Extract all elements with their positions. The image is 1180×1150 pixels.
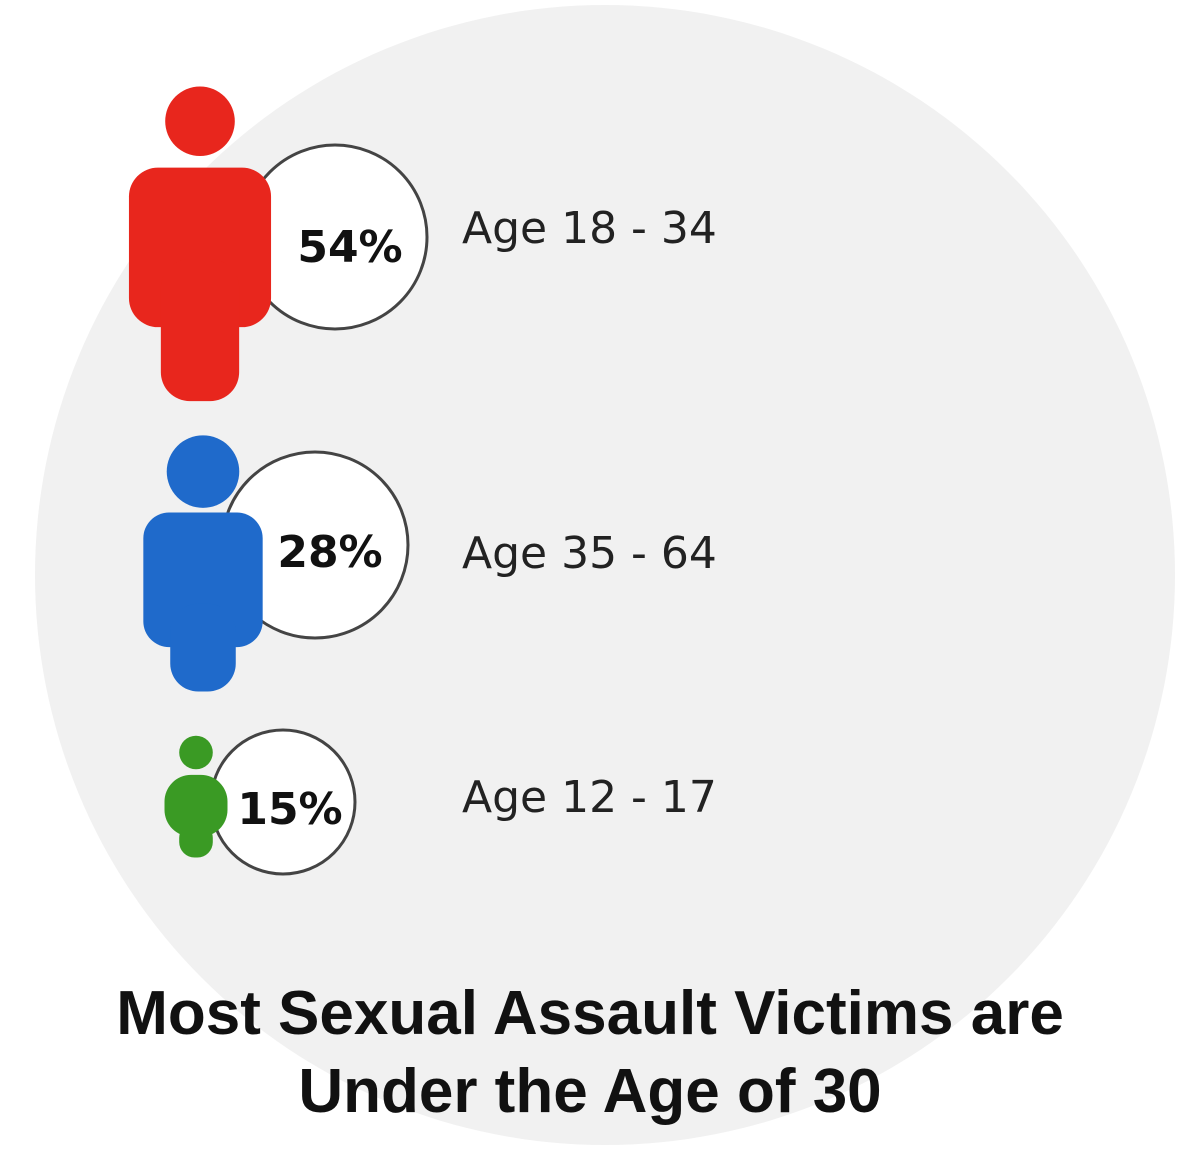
percent-label-age-12-17: 15% [237,784,342,835]
chart-title: Most Sexual Assault Victims are Under th… [0,975,1180,1131]
group-age-35-64: 28% Age 35 - 64 [143,435,717,692]
group-age-18-34: 54% Age 18 - 34 [128,86,717,402]
chart-title-line-1: Most Sexual Assault Victims are [116,979,1064,1048]
person-icon-age-12-17 [164,735,228,858]
age-label-age-18-34: Age 18 - 34 [462,203,717,254]
percent-label-age-35-64: 28% [277,527,382,578]
person-icon-age-35-64 [143,435,263,692]
age-label-age-35-64: Age 35 - 64 [462,528,717,579]
group-age-12-17: 15% Age 12 - 17 [164,728,717,876]
age-label-age-12-17: Age 12 - 17 [462,772,717,823]
percent-label-age-18-34: 54% [297,222,402,273]
person-icon-age-18-34 [128,86,272,402]
chart-title-line-2: Under the Age of 30 [298,1057,882,1126]
